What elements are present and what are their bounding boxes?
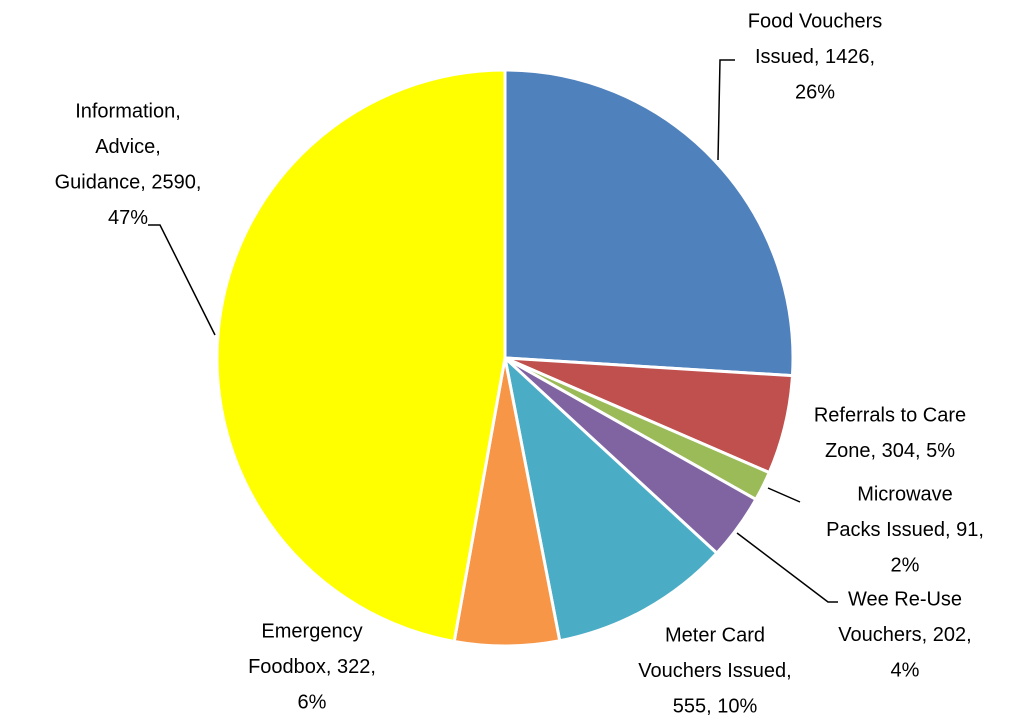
data-label: 47% [108,207,148,229]
pie [215,68,795,648]
leader-line [717,59,735,161]
data-label: 26% [795,81,835,103]
data-label: Referrals to Care [814,404,966,426]
data-label: Emergency [261,620,362,642]
data-label: 6% [298,691,327,713]
pie-slice [503,68,795,378]
data-label: 4% [891,659,920,681]
data-label: Advice, [95,136,161,158]
data-label: Guidance, 2590, [55,171,202,193]
data-label: Vouchers Issued, [638,660,791,682]
pie-slice [502,353,719,643]
leader-line [767,487,801,503]
data-label: 555, 10% [673,695,758,717]
data-label: Information, [75,100,181,122]
data-label: 2% [891,554,920,576]
data-label: Issued, 1426, [755,46,875,68]
data-label: Microwave [857,483,953,505]
data-label: Food Vouchers [748,10,883,32]
data-label: Vouchers, 202, [838,624,971,646]
data-label: Zone, 304, 5% [825,440,955,462]
leader-line [148,224,216,336]
data-label: Wee Re-Use [848,588,962,610]
data-label: Meter Card [665,624,765,646]
pie-slice [215,68,507,644]
data-labels: Food Vouchers Issued, 1426, 26% Referrals t… [55,10,984,717]
leader-line [736,532,838,603]
data-label: Packs Issued, 91, [826,519,984,541]
data-label: Foodbox, 322, [248,656,376,678]
